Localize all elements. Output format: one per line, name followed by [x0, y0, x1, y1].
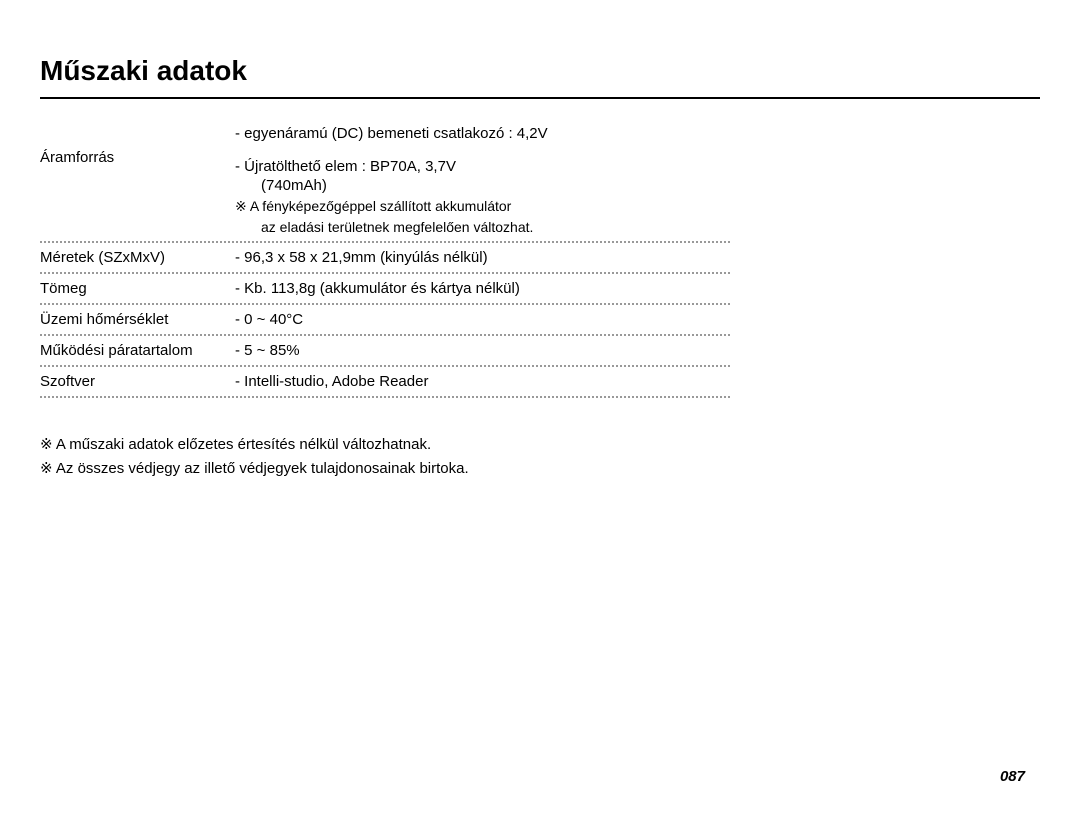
footnote-1: ※ A műszaki adatok előzetes értesítés né… — [40, 433, 1040, 457]
spec-label-software: Szoftver — [40, 373, 235, 390]
spec-value-software: - Intelli-studio, Adobe Reader — [235, 373, 730, 390]
spec-row-temp: Üzemi hőmérséklet - 0 ~ 40°C — [40, 305, 730, 336]
spec-label-humidity: Működési páratartalom — [40, 342, 235, 359]
power-battery-capacity: (740mAh) — [235, 177, 730, 194]
spec-label-dimensions: Méretek (SZxMxV) — [40, 249, 235, 266]
spec-value-humidity: - 5 ~ 85% — [235, 342, 730, 359]
power-battery-line: - Újratölthető elem : BP70A, 3,7V — [235, 158, 730, 175]
spec-label-temp: Üzemi hőmérséklet — [40, 311, 235, 328]
spec-value-dimensions: - 96,3 x 58 x 21,9mm (kinyúlás nélkül) — [235, 249, 730, 266]
footnote-2: ※ Az összes védjegy az illető védjegyek … — [40, 457, 1040, 481]
spec-label-weight: Tömeg — [40, 280, 235, 297]
page-number: 087 — [1000, 768, 1025, 785]
spec-row-weight: Tömeg - Kb. 113,8g (akkumulátor és kárty… — [40, 274, 730, 305]
power-dc-line: - egyenáramú (DC) bemeneti csatlakozó : … — [235, 125, 730, 142]
page: Műszaki adatok Áramforrás - egyenáramú (… — [0, 0, 1080, 815]
page-title: Műszaki adatok — [40, 55, 1040, 99]
label-power: Áramforrás — [40, 149, 114, 166]
footnotes: ※ A műszaki adatok előzetes értesítés né… — [40, 433, 1040, 481]
spec-value-power: - egyenáramú (DC) bemeneti csatlakozó : … — [235, 125, 730, 235]
power-note2: az eladási területnek megfelelően változ… — [235, 219, 730, 235]
spec-value-temp: - 0 ~ 40°C — [235, 311, 730, 328]
spec-row-dimensions: Méretek (SZxMxV) - 96,3 x 58 x 21,9mm (k… — [40, 243, 730, 274]
spec-table: Áramforrás - egyenáramú (DC) bemeneti cs… — [40, 119, 730, 398]
spec-row-power: Áramforrás - egyenáramú (DC) bemeneti cs… — [40, 119, 730, 243]
spec-label-power: Áramforrás — [40, 125, 235, 166]
power-note1: ※ A fényképezőgéppel szállított akkumulá… — [235, 198, 730, 215]
spec-row-software: Szoftver - Intelli-studio, Adobe Reader — [40, 367, 730, 398]
spec-row-humidity: Működési páratartalom - 5 ~ 85% — [40, 336, 730, 367]
spec-value-weight: - Kb. 113,8g (akkumulátor és kártya nélk… — [235, 280, 730, 297]
